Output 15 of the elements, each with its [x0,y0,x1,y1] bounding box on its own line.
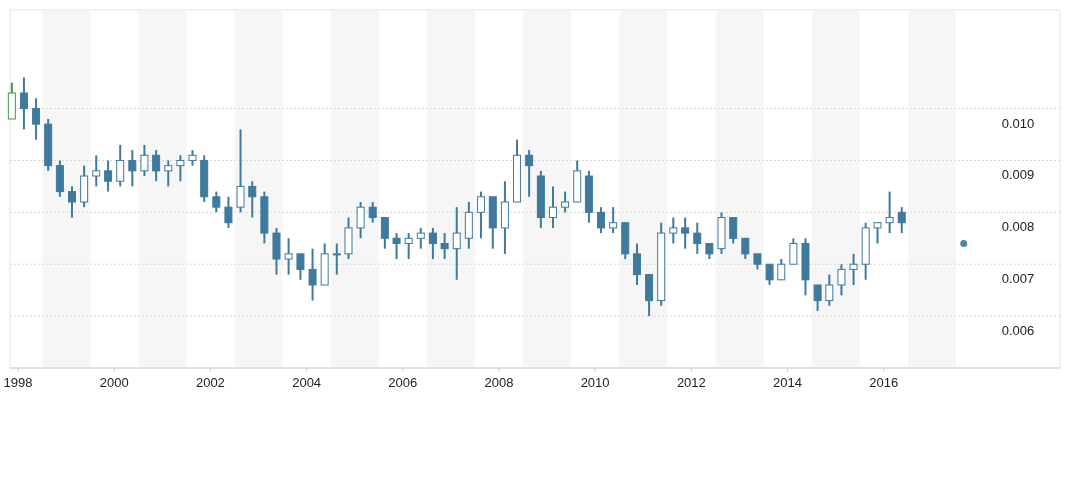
x-tick-label: 2002 [195,375,225,390]
x-tick-label: 2014 [773,375,802,390]
y-tick-label: 0.010 [1001,115,1035,131]
x-tick-label: 1998 [3,375,33,390]
y-tick-label: 0.009 [1001,167,1035,183]
y-tick-label: 0.006 [1001,323,1035,339]
x-tick-label: 2004 [292,375,322,390]
x-tick-label: 2016 [869,375,899,390]
x-tick-label: 2006 [388,375,418,390]
y-tick-label: 0.007 [1001,271,1035,287]
x-tick-label: 2000 [99,375,129,390]
x-tick-label: 2010 [580,375,610,390]
y-tick-label: 0.008 [1001,219,1035,235]
x-tick-label: 2012 [676,375,706,390]
x-tick-label: 2008 [484,375,514,390]
